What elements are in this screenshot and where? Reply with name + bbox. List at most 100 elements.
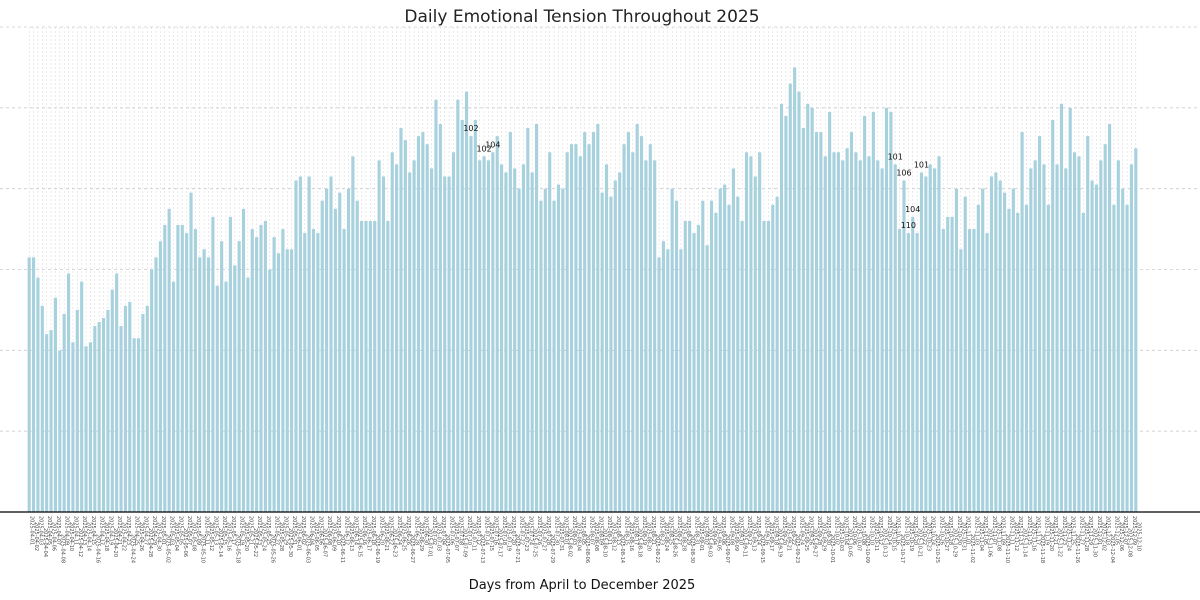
bar (1007, 208, 1011, 512)
bar (1051, 119, 1055, 512)
x-tick-label: 2025-05-04 (173, 522, 179, 551)
bar (171, 281, 176, 512)
bar (373, 221, 377, 512)
bar (1059, 103, 1064, 513)
x-tick-label: 2025-04-22 (121, 522, 127, 551)
x-tick-label: 2025-07-24 (527, 516, 533, 545)
peak-labels: 102102104101106110104101101 (463, 124, 929, 230)
x-tick-label: 2025-09-02 (702, 516, 708, 545)
x-tick-label: 2025-09-12 (746, 516, 752, 545)
x-tick-label: 2025-09-15 (759, 534, 765, 563)
x-tick-label: 2025-09-24 (799, 516, 805, 545)
x-tick-label: 2025-08-11 (606, 516, 612, 545)
x-tick-label: 2025-09-17 (768, 522, 774, 551)
x-tick-label: 2025-08-13 (615, 516, 621, 545)
bar (972, 229, 976, 513)
bar (513, 168, 517, 513)
bar (176, 225, 180, 512)
x-tick-label: 2025-06-19 (374, 534, 380, 563)
x-tick-label: 2025-04-21 (116, 516, 122, 545)
x-tick-label: 2025-04-07 (55, 516, 61, 545)
bar (849, 132, 854, 513)
bar (797, 91, 801, 513)
x-tick-label: 2025-08-22 (654, 534, 660, 563)
x-tick-label: 2025-11-02 (969, 534, 975, 563)
x-tick-label: 2025-06-11 (339, 534, 345, 563)
bar (250, 229, 254, 513)
bar (364, 221, 368, 512)
x-tick-label: 2025-07-09 (462, 528, 468, 557)
x-tick-label: 2025-10-15 (890, 522, 896, 551)
bar (101, 318, 106, 512)
bar (876, 160, 880, 512)
x-tick-label: 2025-09-10 (737, 516, 743, 545)
x-tick-label: 2025-11-13 (1017, 516, 1023, 545)
x-tick-label: 2025-05-21 (247, 516, 253, 545)
bar (696, 225, 700, 512)
bar (587, 144, 591, 513)
bar (736, 196, 740, 512)
peak-label: 106 (896, 169, 911, 178)
x-tick-label: 2025-04-01 (29, 516, 35, 545)
peak-label: 102 (463, 124, 478, 133)
x-tick-label: 2025-05-29 (282, 516, 288, 545)
bar (963, 196, 967, 512)
bar (626, 132, 631, 513)
x-tick-label: 2025-09-29 (820, 522, 826, 551)
bar (1011, 188, 1015, 512)
bar (919, 172, 924, 512)
bar (893, 164, 897, 512)
x-tick-label: 2025-05-01 (160, 516, 166, 545)
bar (241, 208, 246, 512)
x-tick-label: 2025-08-28 (680, 522, 686, 551)
x-tick-label: 2025-07-16 (492, 516, 498, 545)
x-tick-label: 2025-10-27 (943, 522, 949, 551)
bar (80, 281, 84, 512)
bar (154, 257, 158, 512)
grid (0, 26, 1200, 512)
bar (832, 152, 836, 512)
x-tick-label: 2025-12-09 (1131, 516, 1137, 545)
bar (268, 269, 272, 512)
bar (399, 128, 403, 512)
bar (233, 265, 237, 512)
bar (386, 221, 390, 512)
x-tick-label: 2025-09-19 (777, 528, 783, 557)
x-tick-label: 2025-05-16 (226, 522, 232, 551)
x-tick-label: 2025-07-10 (466, 516, 472, 545)
x-tick-labels: 2025-04-012025-04-022025-04-032025-04-04… (29, 516, 1142, 563)
bar (753, 176, 757, 512)
bar (841, 160, 845, 512)
x-tick-label: 2025-12-10 (1135, 522, 1141, 551)
bar (58, 350, 62, 512)
bar (744, 152, 749, 512)
bar (36, 277, 40, 512)
bar (718, 188, 722, 512)
bar (670, 188, 674, 512)
bar (941, 229, 945, 513)
x-tick-label: 2025-07-31 (558, 522, 564, 551)
bar (255, 237, 259, 512)
x-tick-label: 2025-06-29 (418, 522, 424, 551)
bar (180, 225, 184, 512)
bar (84, 346, 88, 512)
x-tick-label: 2025-09-07 (724, 534, 730, 563)
bar (810, 107, 814, 512)
x-tick-label: 2025-05-12 (208, 522, 214, 551)
bar (871, 111, 875, 512)
bar (259, 225, 263, 512)
x-tick-label: 2025-05-05 (177, 516, 183, 545)
bar (928, 164, 932, 512)
bar (220, 241, 224, 513)
bar (438, 124, 442, 512)
x-tick-label: 2025-09-22 (790, 516, 796, 545)
x-tick-label: 2025-08-01 (562, 516, 568, 545)
bar (158, 241, 162, 513)
bar (771, 204, 775, 513)
bar (416, 136, 421, 512)
bar (968, 229, 972, 513)
bar (412, 160, 416, 512)
bar (228, 216, 232, 513)
x-tick-label: 2025-06-17 (365, 522, 371, 551)
x-tick-label: 2025-08-09 (597, 516, 603, 545)
